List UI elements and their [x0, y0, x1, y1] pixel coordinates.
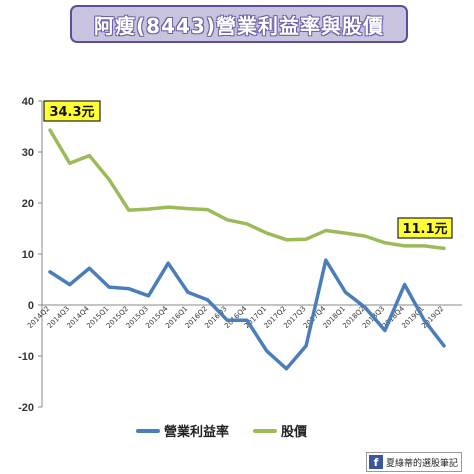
data-point-s2: [68, 161, 72, 165]
legend-label-2: 股價: [281, 424, 308, 440]
y-tick-label: 10: [22, 249, 34, 261]
y-tick-label: -10: [18, 351, 34, 363]
data-point-s1: [344, 290, 347, 294]
data-point-s1: [442, 344, 446, 348]
data-point-s2: [383, 241, 387, 245]
data-point-s2: [284, 238, 288, 242]
data-point-s2: [206, 208, 210, 212]
series-line-2: [48, 128, 446, 251]
data-point-s1: [284, 367, 288, 371]
credit-badge: f 夏綠蒂的選股筆記: [366, 452, 463, 472]
chart-title: 阿瘦(8443)營業利益率與股價: [94, 13, 384, 38]
y-tick-label: 20: [22, 198, 34, 210]
data-point-s2: [403, 244, 407, 248]
data-point-s1: [363, 306, 367, 310]
data-point-s1: [147, 294, 150, 298]
data-point-s1: [304, 344, 308, 348]
data-point-s2: [147, 207, 150, 211]
data-point-s2: [363, 234, 367, 238]
chart-title-banner: 阿瘦(8443)營業利益率與股價: [70, 5, 408, 43]
data-point-s2: [127, 208, 131, 212]
data-point-s2: [442, 246, 446, 250]
data-point-s2: [186, 207, 190, 211]
legend-label-1: 營業利益率: [164, 424, 229, 440]
data-point-s1: [127, 287, 131, 291]
data-point-s1: [324, 258, 328, 262]
data-point-s2: [166, 205, 170, 209]
series-line-1: [48, 258, 446, 371]
data-point-s1: [48, 270, 52, 274]
data-point-s2: [245, 222, 249, 226]
y-tick-label: 40: [22, 96, 34, 108]
data-point-s2: [265, 231, 269, 235]
data-point-s1: [225, 318, 229, 322]
data-point-s2: [225, 218, 229, 222]
data-point-s1: [186, 290, 190, 294]
y-tick-label: 0: [28, 300, 34, 312]
data-point-s1: [206, 298, 210, 302]
facebook-icon: f: [369, 455, 383, 469]
data-point-s1: [68, 283, 72, 287]
data-point-s2: [48, 128, 52, 132]
data-point-s1: [403, 283, 407, 287]
annotation-label: 11.1元: [402, 222, 447, 237]
data-point-s2: [107, 178, 111, 182]
annotation-label: 34.3元: [49, 105, 94, 120]
data-point-s2: [304, 237, 308, 241]
data-point-s1: [107, 285, 111, 289]
credit-text: 夏綠蒂的選股筆記: [386, 458, 459, 469]
data-point-s2: [422, 244, 426, 248]
y-tick-label: -20: [18, 402, 34, 414]
data-point-s1: [422, 318, 426, 322]
data-point-s1: [383, 329, 387, 332]
data-point-s2: [344, 231, 347, 235]
annotation-box: [43, 100, 101, 122]
data-point-s1: [265, 349, 269, 353]
data-point-s2: [324, 229, 328, 233]
data-point-s1: [166, 261, 170, 265]
data-point-s1: [87, 266, 91, 270]
data-point-s1: [245, 318, 249, 322]
y-tick-label: 30: [22, 147, 34, 159]
annotation-box: [397, 217, 453, 239]
data-point-s2: [87, 154, 91, 158]
